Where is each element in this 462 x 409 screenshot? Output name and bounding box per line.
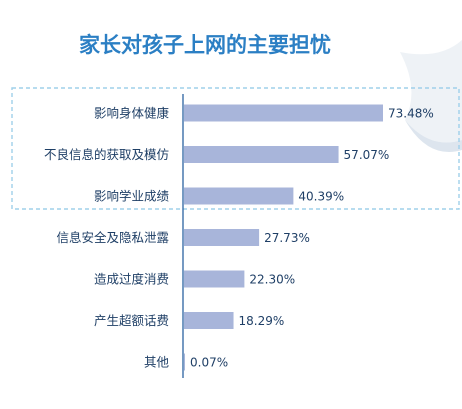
bars-group: 影响身体健康 73.48% 不良信息的获取及模仿 57.07% 影响学业成绩 40.39%… [44, 104, 434, 371]
category-label: 影响身体健康 [94, 106, 170, 121]
bar [184, 270, 245, 288]
value-label: 57.07% [344, 148, 390, 162]
page-curl-decoration [400, 40, 462, 152]
category-label: 造成过度消费 [94, 272, 169, 287]
category-label: 产生超额话费 [94, 313, 169, 328]
value-label: 0.07% [190, 356, 228, 370]
highlight-box [11, 87, 460, 210]
bar [184, 229, 260, 246]
bar [184, 353, 185, 371]
category-label: 影响学业成绩 [94, 189, 170, 204]
value-label: 73.48% [388, 107, 434, 121]
value-label: 18.29% [239, 314, 285, 328]
value-label: 22.30% [249, 273, 295, 287]
bar [184, 312, 234, 329]
value-label: 40.39% [298, 190, 344, 204]
bar [184, 104, 383, 122]
category-label: 信息安全及隐私泄露 [56, 230, 169, 245]
bar [184, 187, 294, 205]
category-label: 不良信息的获取及模仿 [44, 147, 169, 162]
value-label: 27.73% [264, 231, 310, 245]
category-label: 其他 [144, 355, 170, 370]
chart-title: 家长对孩子上网的主要担忧 [79, 33, 331, 57]
bar [184, 146, 339, 163]
